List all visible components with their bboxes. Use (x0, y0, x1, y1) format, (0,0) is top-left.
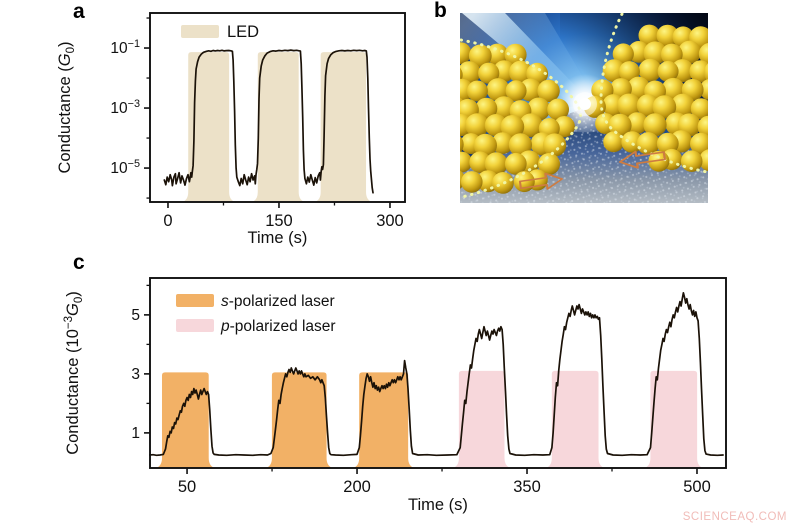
pulse-region (545, 370, 605, 468)
pulse-region (155, 372, 215, 468)
pulse-region (314, 52, 373, 202)
pulse-region (265, 372, 333, 468)
pulse-region (251, 52, 305, 202)
trace-line (163, 49, 374, 194)
y-tick-label: 5 (131, 307, 140, 324)
pulse-region (452, 370, 511, 468)
x-axis-title: Time (s) (408, 496, 468, 514)
y-axis-title: Conductance (G0) (56, 41, 77, 173)
dotted-outline-left (460, 38, 583, 199)
x-tick-label: 300 (376, 212, 404, 230)
x-tick-label: 150 (265, 212, 293, 230)
y-tick-label: 10−5 (110, 158, 140, 177)
y-axis-title: Conductance (10−3G0) (63, 291, 85, 455)
y-tick-label: 10−1 (110, 38, 140, 57)
pulse-region (644, 370, 704, 468)
x-tick-label: 350 (513, 478, 541, 496)
y-tick-label: 1 (131, 425, 140, 442)
x-axis-title: Time (s) (248, 229, 308, 247)
y-tick-label: 3 (131, 366, 140, 383)
panel-c-label: c (73, 251, 85, 274)
chart-a-led-conductance: 0 150 300 10−1 10−3 10−5 Time (s) Conductance (… (56, 12, 406, 247)
watermark: SCIENCEAQ.COM (682, 511, 787, 523)
panel-b-label: b (434, 0, 447, 22)
legend-label: LED (227, 23, 259, 41)
polarization-arrow-left (518, 172, 564, 190)
chart-c-polarized-laser-conductance: 50 200 350 500 1 3 5 Time (s) Conductance (10−3G… (63, 277, 727, 514)
gold-nanoparticle-electrode-right (583, 24, 708, 172)
plot-frame (149, 277, 727, 469)
legend-swatch (181, 25, 219, 38)
x-tick-label: 0 (163, 212, 172, 230)
illustration-b-nanogap (460, 13, 708, 203)
legend-swatch (176, 294, 214, 307)
x-tick-label: 50 (178, 478, 196, 496)
trace-line (149, 291, 724, 457)
legend-label: s-polarized laser (221, 293, 335, 310)
legend-swatch (176, 319, 214, 332)
pulse-region (353, 372, 415, 468)
panel-a-label: a (73, 0, 85, 23)
y-tick-label: 10−3 (110, 98, 140, 117)
x-tick-label: 200 (343, 478, 371, 496)
glow-core (579, 98, 591, 110)
x-tick-label: 500 (683, 478, 711, 496)
polarization-arrow-right (618, 150, 666, 169)
legend-label: p-polarized laser (220, 318, 336, 335)
